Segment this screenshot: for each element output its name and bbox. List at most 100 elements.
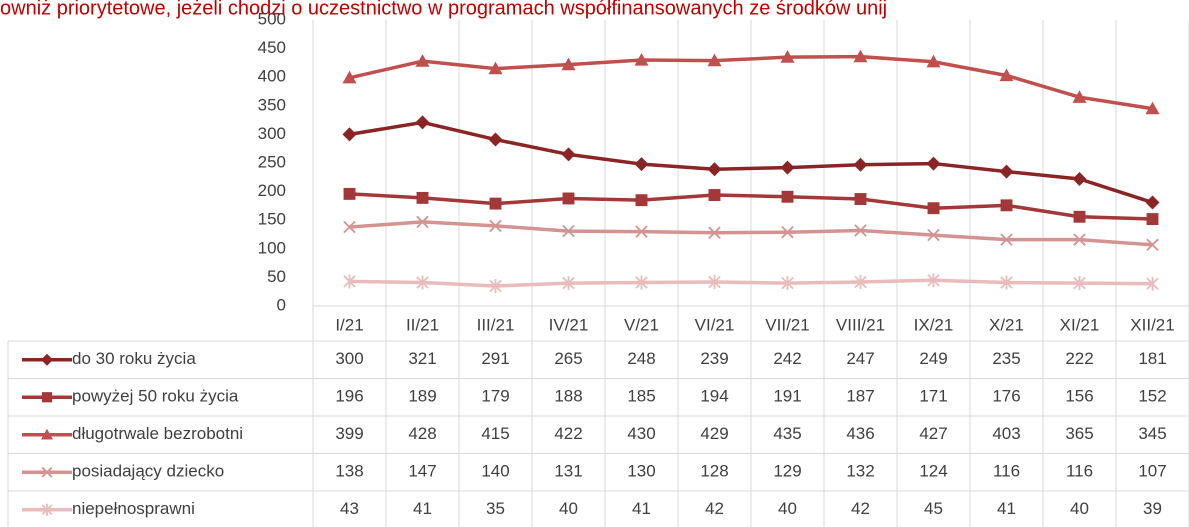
table-cell: 39 xyxy=(1143,499,1162,518)
marker xyxy=(1145,101,1160,115)
table-cell: 429 xyxy=(700,424,728,443)
marker xyxy=(926,156,941,171)
marker xyxy=(416,215,429,229)
chart-title: owniż priorytetowe, jeżeli chodzi o ucze… xyxy=(0,0,887,19)
table-cell: 128 xyxy=(700,462,728,481)
marker xyxy=(343,187,356,200)
x-tick-label: II/21 xyxy=(406,315,439,334)
marker xyxy=(1073,276,1086,291)
line xyxy=(349,278,1153,288)
x-tick-label: IV/21 xyxy=(549,315,589,334)
y-tick-label: 350 xyxy=(258,95,286,114)
table-cell: 132 xyxy=(846,462,874,481)
marker xyxy=(708,226,721,240)
table-cell: 42 xyxy=(705,499,724,518)
legend-label: do 30 roku życia xyxy=(72,349,196,368)
marker xyxy=(488,132,503,147)
table-cell: 430 xyxy=(627,424,655,443)
marker xyxy=(1073,233,1086,246)
x-tick-label: VI/21 xyxy=(695,315,735,334)
table-cell: 116 xyxy=(993,462,1020,481)
table-cell: 35 xyxy=(486,499,505,518)
table-cell: 43 xyxy=(340,499,359,518)
marker xyxy=(415,115,430,130)
table-cell: 300 xyxy=(335,349,363,368)
x-tick-label: VIII/21 xyxy=(836,315,885,334)
table-cell: 181 xyxy=(1138,349,1166,368)
table-cell: 242 xyxy=(773,349,801,368)
marker xyxy=(416,275,429,290)
marker xyxy=(1000,275,1013,290)
marker xyxy=(343,274,356,289)
table-cell: 194 xyxy=(700,387,728,406)
legend-label: powyżej 50 roku życia xyxy=(72,387,239,406)
marker xyxy=(1000,233,1013,246)
marker xyxy=(41,428,53,440)
table-cell: 321 xyxy=(408,349,436,368)
table-cell: 191 xyxy=(773,387,801,406)
table-cell: 235 xyxy=(992,349,1020,368)
y-tick-label: 50 xyxy=(267,267,286,286)
table-cell: 415 xyxy=(481,424,509,443)
table-cell: 40 xyxy=(778,499,797,518)
marker xyxy=(707,53,722,67)
table-cell: 107 xyxy=(1138,462,1166,481)
marker xyxy=(927,228,940,242)
marker xyxy=(562,192,575,205)
table-cell: 399 xyxy=(335,424,363,443)
marker xyxy=(343,220,356,234)
marker xyxy=(1146,276,1159,291)
line xyxy=(349,192,1153,221)
marker xyxy=(854,274,867,289)
line xyxy=(349,120,1154,205)
table-cell: 116 xyxy=(1066,462,1093,481)
x-tick-label: XI/21 xyxy=(1060,315,1100,334)
marker xyxy=(854,224,867,237)
table-cell: 187 xyxy=(846,387,874,406)
marker xyxy=(562,224,575,238)
table-cell: 130 xyxy=(627,462,655,481)
table-cell: 427 xyxy=(919,424,947,443)
marker xyxy=(780,160,795,175)
table-cell: 124 xyxy=(919,462,947,481)
marker xyxy=(1072,90,1087,103)
marker xyxy=(562,276,575,291)
marker xyxy=(999,68,1014,82)
table-cell: 365 xyxy=(1065,424,1093,443)
x-tick-label: V/21 xyxy=(624,315,659,334)
table-cell: 222 xyxy=(1065,349,1093,368)
table-cell: 248 xyxy=(627,349,655,368)
marker xyxy=(708,274,721,289)
marker xyxy=(853,49,868,63)
table-cell: 428 xyxy=(408,424,436,443)
table-cell: 196 xyxy=(335,387,363,406)
table-cell: 138 xyxy=(335,462,363,481)
marker xyxy=(489,278,502,293)
table-cell: 239 xyxy=(700,349,728,368)
x-tick-label: III/21 xyxy=(477,315,515,334)
table-cell: 435 xyxy=(773,424,801,443)
table-cell: 41 xyxy=(632,499,651,518)
table-cell: 152 xyxy=(1138,387,1166,406)
table-cell: 156 xyxy=(1065,387,1093,406)
marker xyxy=(1072,172,1087,187)
y-tick-label: 150 xyxy=(258,210,286,229)
marker xyxy=(1073,210,1086,223)
marker xyxy=(781,225,794,239)
legend-label: posiadający dziecko xyxy=(72,462,224,481)
x-tick-label: I/21 xyxy=(335,315,363,334)
x-tick-label: IX/21 xyxy=(914,315,954,334)
table-cell: 129 xyxy=(773,462,801,481)
marker xyxy=(561,147,576,162)
table-cell: 42 xyxy=(851,499,870,518)
table-cell: 188 xyxy=(554,387,582,406)
marker xyxy=(999,164,1014,179)
table-cell: 131 xyxy=(554,462,582,481)
table-cell: 40 xyxy=(559,499,578,518)
marker xyxy=(634,157,649,172)
marker xyxy=(1000,199,1013,212)
table-cell: 291 xyxy=(481,349,509,368)
marker xyxy=(416,191,429,204)
table-cell: 41 xyxy=(997,499,1016,518)
